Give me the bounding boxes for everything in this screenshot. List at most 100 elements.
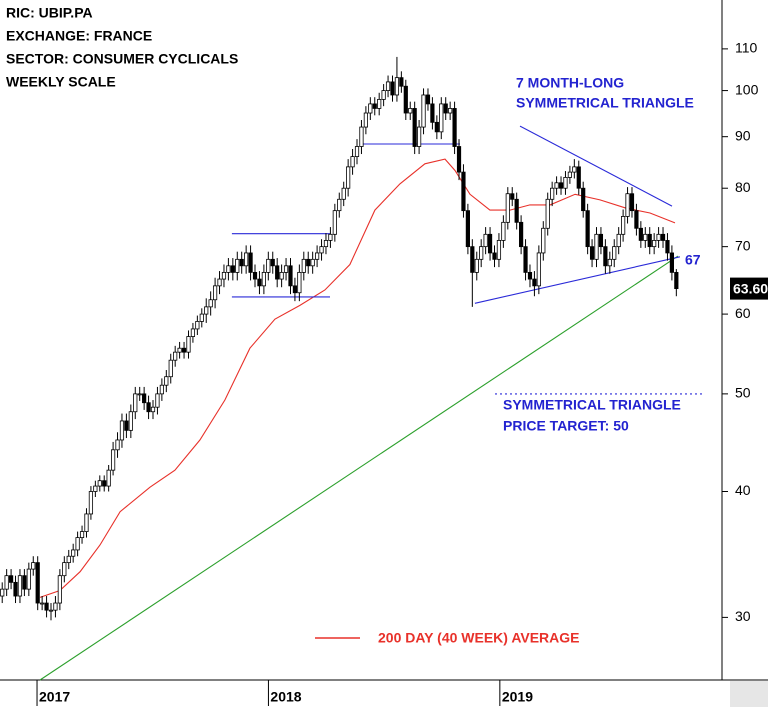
- candle-body: [589, 246, 595, 260]
- candle-body: [195, 321, 200, 330]
- candle-body: [434, 121, 439, 133]
- candle-body: [567, 171, 572, 178]
- candle-body: [110, 449, 116, 471]
- candle-body: [208, 299, 213, 308]
- candle-body: [514, 198, 519, 223]
- candle-body: [275, 265, 280, 280]
- candle-body: [550, 187, 555, 200]
- candle-body: [354, 146, 360, 157]
- y-tick-label: 90: [735, 127, 751, 143]
- header-line: EXCHANGE: FRANCE: [6, 28, 152, 44]
- trendline: [474, 256, 681, 304]
- candle-body: [199, 313, 204, 322]
- trendline: [519, 125, 673, 207]
- candle-body: [142, 393, 147, 404]
- candle-body: [230, 265, 235, 273]
- candle-body: [510, 193, 515, 200]
- candle-body: [190, 328, 196, 337]
- candle-body: [319, 246, 324, 254]
- candle-body: [643, 233, 648, 241]
- candle-body: [496, 240, 502, 260]
- candle-body: [84, 513, 89, 532]
- candle-body: [332, 210, 337, 235]
- candle-body: [48, 609, 54, 612]
- y-tick-label: 30: [735, 608, 751, 624]
- candle-body: [346, 166, 351, 189]
- candle-body: [181, 347, 187, 353]
- candle-body: [541, 227, 546, 254]
- candle-body: [594, 233, 599, 260]
- candle-body: [674, 271, 679, 289]
- candle-body: [452, 108, 457, 147]
- candle-body: [430, 103, 435, 123]
- candle-body: [226, 265, 231, 273]
- candle-body: [93, 485, 98, 492]
- candle-body: [221, 271, 227, 280]
- candle-body: [248, 252, 253, 273]
- candle-body: [629, 193, 635, 212]
- candle-body: [448, 108, 453, 114]
- candle-body: [669, 252, 674, 273]
- candle-body: [439, 103, 444, 133]
- candle-body: [239, 258, 244, 267]
- candle-body: [399, 77, 404, 87]
- candle-body: [310, 258, 315, 267]
- candle-body: [301, 258, 306, 273]
- candle-body: [57, 575, 62, 604]
- candle-body: [257, 278, 262, 287]
- candle-body: [288, 265, 293, 287]
- candle-body: [417, 126, 422, 147]
- candle-body: [17, 575, 23, 597]
- candle-body: [88, 491, 94, 515]
- candle-body: [479, 246, 484, 260]
- candle-body: [62, 562, 67, 577]
- candle-body: [164, 376, 169, 386]
- candle-body: [576, 166, 581, 189]
- candle-body: [598, 233, 604, 248]
- candle-body: [527, 271, 533, 280]
- candle-body: [372, 103, 377, 109]
- last-price-label: 63.60: [733, 280, 768, 296]
- candle-body: [412, 108, 417, 147]
- candle-body: [368, 103, 373, 114]
- candle-body: [35, 562, 40, 604]
- y-tick-label: 70: [735, 237, 751, 253]
- candle-body: [102, 480, 107, 487]
- x-tick-label: 2019: [502, 689, 533, 705]
- candle-body: [363, 112, 368, 128]
- candle-body: [621, 216, 626, 235]
- candle-body: [456, 146, 462, 173]
- candle-body: [252, 271, 258, 280]
- candle-body: [519, 221, 524, 248]
- annotation: SYMMETRICAL TRIANGLE: [503, 397, 681, 413]
- candle-body: [97, 480, 102, 487]
- candle-body: [4, 575, 9, 590]
- candle-body: [625, 193, 630, 217]
- candle-body: [581, 187, 586, 212]
- candle-body: [603, 246, 608, 267]
- trendline: [39, 255, 679, 681]
- candle-body: [359, 126, 364, 147]
- corner-box: [730, 681, 768, 707]
- candle-body: [474, 258, 479, 273]
- candle-body: [146, 402, 151, 413]
- candle-body: [421, 94, 426, 128]
- candle-body: [128, 411, 133, 431]
- candle-body: [554, 182, 559, 189]
- candle-body: [133, 393, 138, 413]
- annotation: 67: [685, 252, 701, 268]
- candle-body: [270, 258, 275, 267]
- candle-body: [558, 182, 564, 189]
- candle-body: [266, 258, 271, 273]
- candle-body: [350, 156, 355, 168]
- candle-body: [244, 252, 249, 267]
- candle-body: [212, 285, 218, 301]
- candle-body: [394, 77, 400, 96]
- candle-body: [656, 233, 661, 241]
- candle-body: [377, 99, 382, 109]
- candle-body: [159, 384, 164, 395]
- candle-body: [53, 602, 58, 611]
- candle-body: [283, 265, 289, 273]
- annotation: PRICE TARGET: 50: [503, 418, 629, 434]
